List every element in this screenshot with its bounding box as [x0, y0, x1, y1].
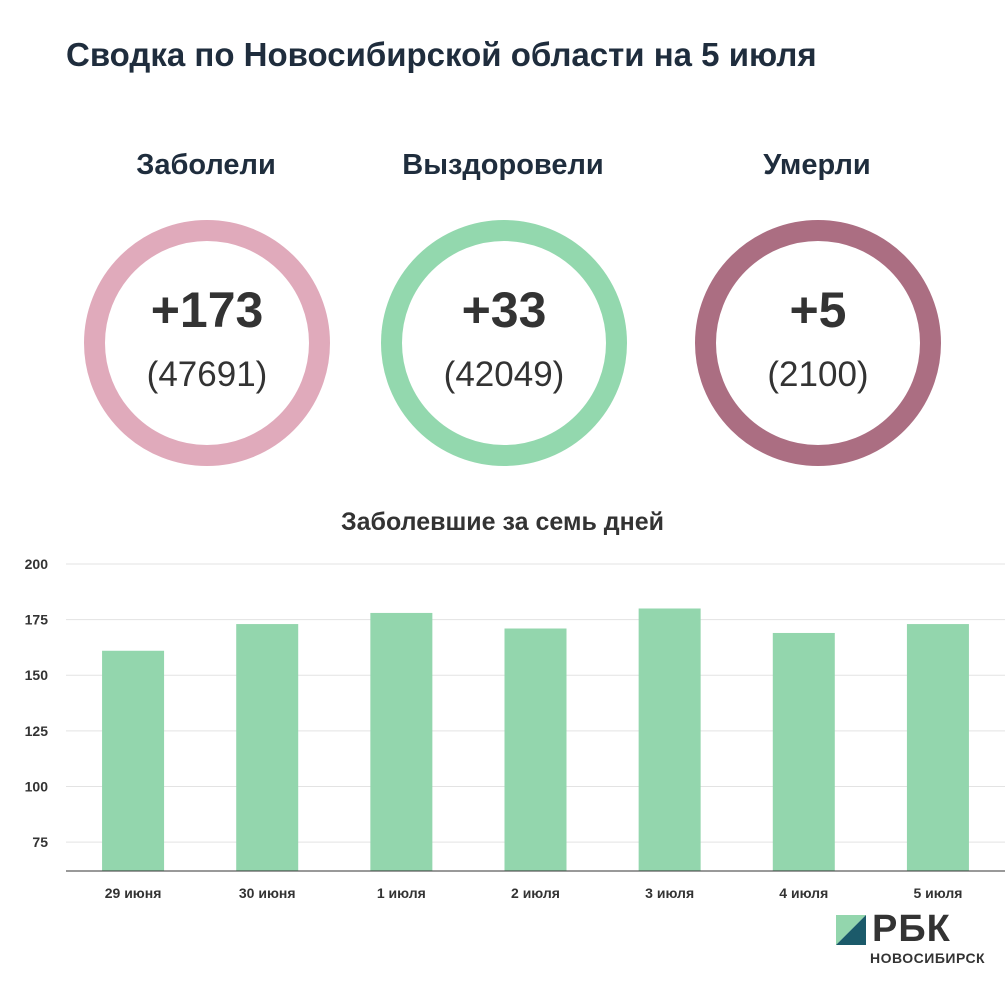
stat-label: Умерли [763, 149, 871, 181]
stat-delta: +5 [789, 282, 847, 338]
stat-total: (2100) [767, 355, 869, 394]
chart-title: Заболевшие за семь дней [340, 508, 664, 536]
bar [638, 608, 701, 871]
x-tick-label: 3 июля [645, 885, 694, 901]
x-tick-label: 2 июля [511, 885, 560, 901]
y-tick-label: 150 [25, 667, 49, 683]
stat-total: (47691) [146, 355, 268, 394]
logo-subtitle: НОВОСИБИРСК [870, 950, 986, 966]
stat-delta: +173 [150, 282, 264, 338]
y-tick-label: 200 [25, 556, 49, 572]
bar [772, 632, 835, 871]
stat-delta: +33 [461, 282, 547, 338]
ring-infected: +173 (47691) [84, 220, 330, 466]
ring-deaths: +5 (2100) [695, 220, 941, 466]
y-tick-label: 100 [25, 778, 49, 794]
stat-recovered: Выздоровели +33 (42049) [363, 140, 643, 466]
bar [370, 612, 433, 871]
bar [504, 628, 567, 871]
y-tick-label: 125 [25, 723, 49, 739]
bar [236, 624, 299, 871]
stat-total: (42049) [443, 355, 565, 394]
rbc-logo: РБК НОВОСИБИРСК [836, 908, 996, 972]
x-tick-label: 29 июня [105, 885, 162, 901]
bar [102, 650, 165, 871]
y-tick-label: 75 [32, 834, 48, 850]
x-tick-label: 4 июля [779, 885, 828, 901]
stat-label: Заболели [136, 149, 276, 181]
stat-infected: Заболели +173 (47691) [66, 140, 346, 466]
x-tick-label: 5 июля [913, 885, 962, 901]
bar [906, 624, 969, 871]
y-tick-label: 175 [25, 612, 49, 628]
logo-text: РБК [872, 908, 951, 950]
ring-recovered: +33 (42049) [381, 220, 627, 466]
stat-label: Выздоровели [402, 149, 604, 181]
stat-deaths: Умерли +5 (2100) [677, 140, 957, 466]
x-tick-label: 30 июня [239, 885, 296, 901]
bar-chart: 75 100 125 150 175 200 29 июня 30 июня 1 июля 2 и… [25, 556, 1005, 901]
page-title: Сводка по Новосибирской области на 5 июл… [66, 36, 817, 73]
rbc-logo-mark-icon [836, 915, 866, 945]
x-tick-label: 1 июля [377, 885, 426, 901]
